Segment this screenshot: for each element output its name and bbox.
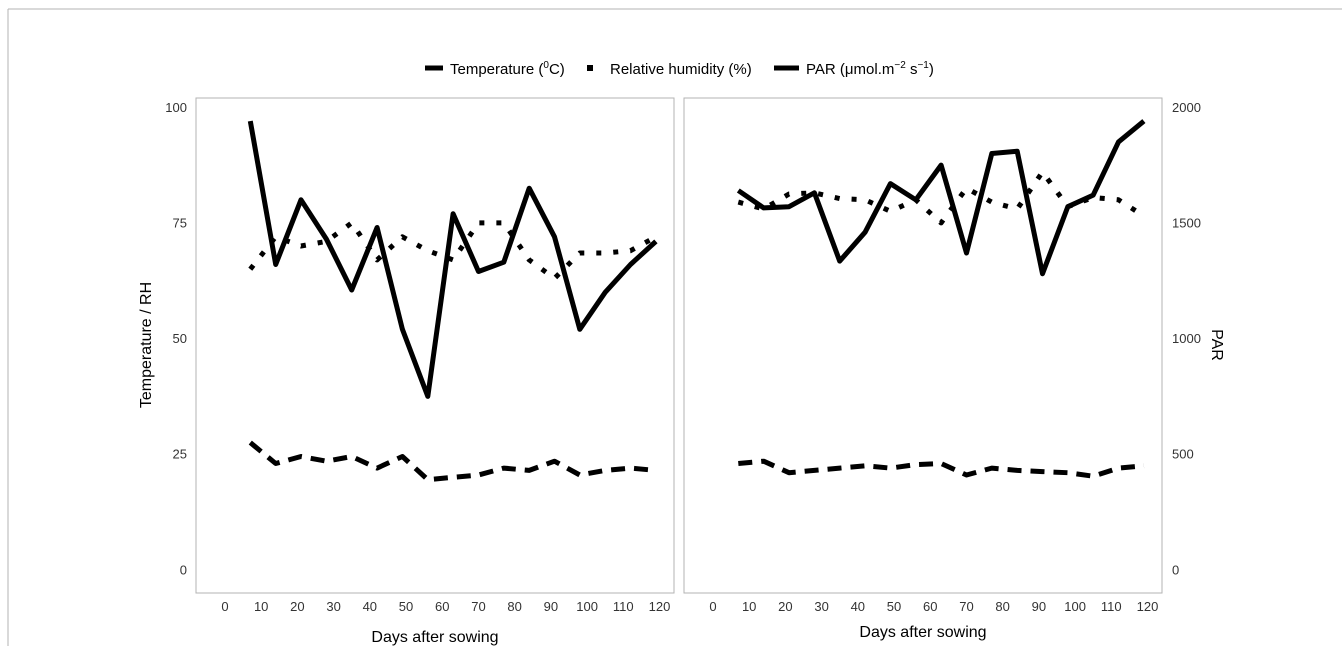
left-x-axis-title: Days after sowing (371, 629, 498, 646)
right-x-tick-label: 20 (778, 599, 792, 614)
left-x-tick-label: 30 (326, 599, 340, 614)
right-x-tick-label: 50 (887, 599, 901, 614)
legend-label-humidity: Relative humidity (%) (610, 61, 752, 78)
left-x-tick-label: 110 (613, 599, 634, 614)
legend-key-dotted (587, 65, 593, 71)
right-panel-border (683, 97, 1163, 594)
right-x-tick-label: 40 (851, 599, 865, 614)
right-y-tick-label: 1000 (1172, 331, 1201, 346)
left-series-dashed-line (248, 440, 657, 483)
right-x-tick-label: 10 (742, 599, 756, 614)
right-x-tick-label: 70 (959, 599, 973, 614)
legend-label-par: PAR (μmol.m−2 s−1) (806, 60, 934, 78)
right-y-axis-title: PAR (1208, 329, 1225, 361)
left-x-tick-label: 50 (399, 599, 413, 614)
right-x-ticks: 0 10 20 30 40 50 60 70 80 90 100 110 120 (709, 599, 1158, 614)
left-x-tick-label: 60 (435, 599, 449, 614)
right-x-tick-label: 90 (1032, 599, 1046, 614)
right-series-dashed-line (738, 458, 1145, 479)
legend: Temperature (0C) Relative humidity (%) P… (425, 60, 934, 78)
right-y-tick-label: 2000 (1172, 100, 1201, 115)
legend-item-temperature: Temperature (0C) (425, 60, 565, 78)
left-y-ticks: 0 25 50 75 100 (165, 100, 187, 578)
legend-item-humidity: Relative humidity (%) (587, 61, 752, 78)
left-panel-border (195, 97, 675, 594)
left-series-solid-line (247, 120, 658, 399)
legend-item-par: PAR (μmol.m−2 s−1) (774, 60, 934, 78)
left-y-axis-title: Temperature / RH (138, 282, 155, 408)
left-x-tick-label: 10 (254, 599, 268, 614)
right-x-axis-title: Days after sowing (859, 624, 986, 641)
left-x-tick-label: 70 (471, 599, 485, 614)
right-x-tick-label: 100 (1064, 599, 1086, 614)
left-x-tick-label: 100 (576, 599, 598, 614)
left-y-tick-label: 100 (165, 100, 187, 115)
left-series-dotted-line (248, 220, 658, 281)
right-y-tick-label: 500 (1172, 447, 1194, 462)
left-y-tick-label: 0 (180, 562, 187, 577)
right-series-dotted-line (737, 169, 1146, 226)
right-x-tick-label: 60 (923, 599, 937, 614)
left-y-tick-label: 75 (173, 215, 187, 230)
right-x-tick-label: 0 (709, 599, 716, 614)
right-y-tick-label: 1500 (1172, 215, 1201, 230)
left-x-tick-label: 90 (544, 599, 558, 614)
right-x-tick-label: 80 (995, 599, 1009, 614)
right-x-tick-label: 30 (814, 599, 828, 614)
right-x-tick-label: 110 (1101, 599, 1122, 614)
right-y-ticks: 0 500 1000 1500 2000 (1172, 100, 1201, 578)
left-series-group (247, 120, 658, 483)
right-y-tick-label: 0 (1172, 562, 1179, 577)
left-x-tick-label: 0 (221, 599, 228, 614)
left-x-tick-label: 120 (649, 599, 671, 614)
left-y-tick-label: 25 (173, 447, 187, 462)
right-x-tick-label: 120 (1137, 599, 1159, 614)
left-x-ticks: 0 10 20 30 40 50 60 70 80 90 100 110 120 (221, 599, 670, 614)
left-x-tick-label: 80 (507, 599, 521, 614)
legend-label-temperature: Temperature (0C) (450, 60, 565, 78)
left-y-tick-label: 50 (173, 331, 187, 346)
right-series-group (736, 119, 1146, 479)
left-x-tick-label: 40 (363, 599, 377, 614)
right-series-solid-line (736, 119, 1146, 277)
left-x-tick-label: 20 (290, 599, 304, 614)
